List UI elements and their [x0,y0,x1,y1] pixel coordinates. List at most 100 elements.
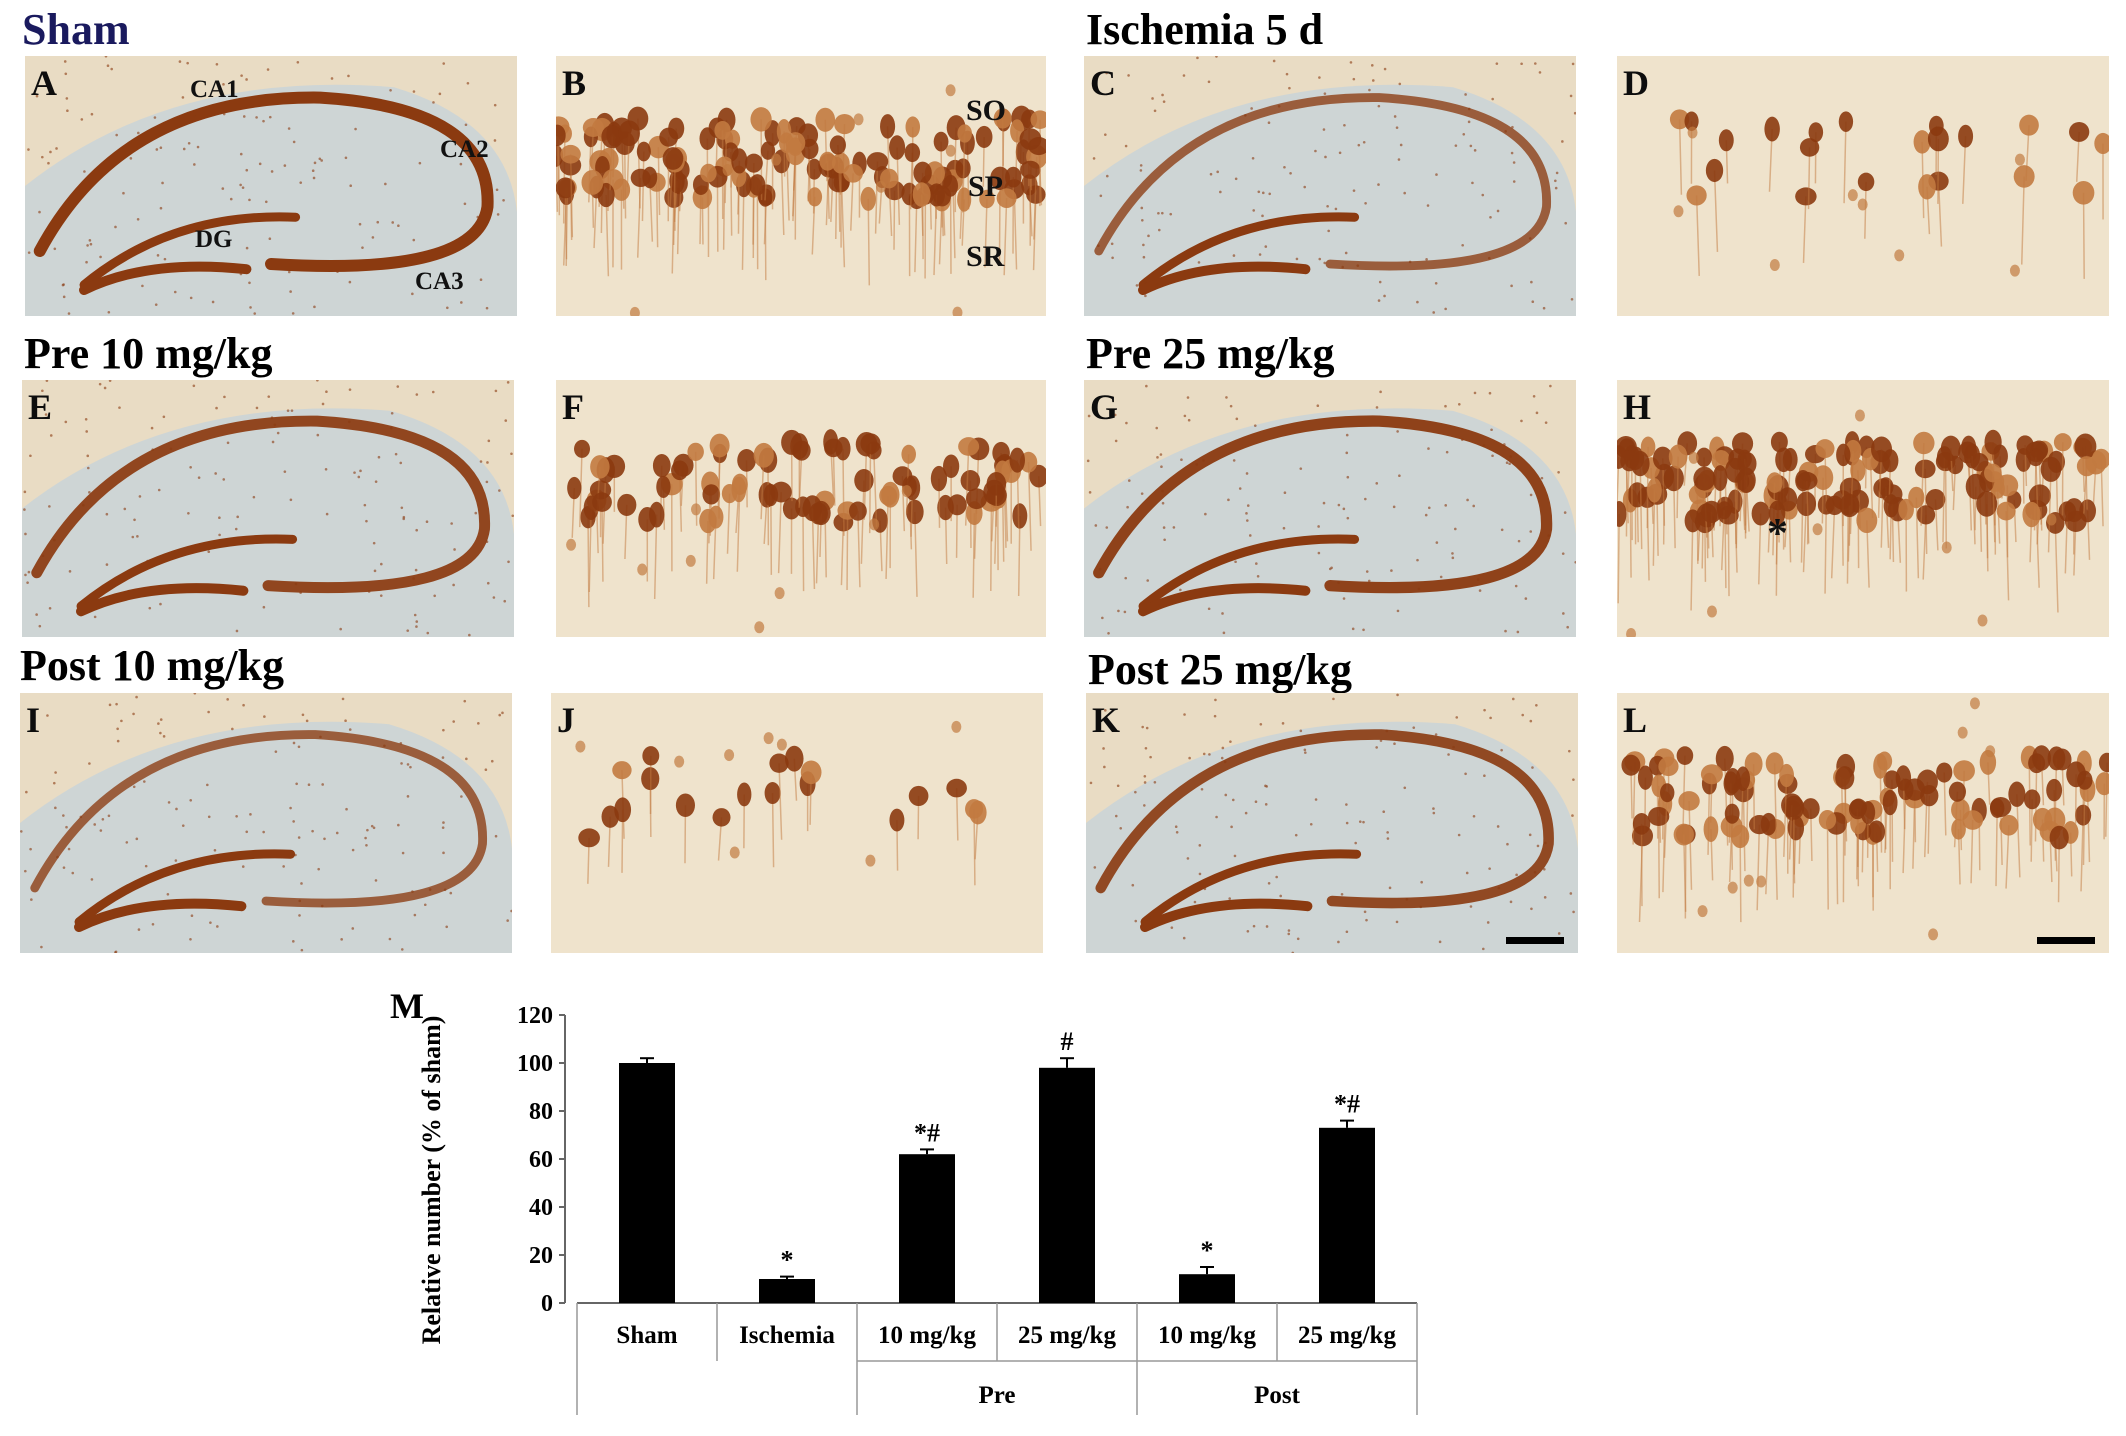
dendrite [1688,800,1693,890]
scattered-cell [1509,455,1513,458]
neuron-soma [2079,499,2096,523]
scattered-cell [1230,825,1233,829]
scattered-cell [287,270,291,274]
panel-letter: A [31,63,57,103]
scattered-cell [1299,729,1303,733]
neuron-soma [860,186,876,211]
significance-marker: # [1061,1027,1074,1056]
scattered-cell [136,217,140,221]
scattered-cell [159,718,163,721]
scattered-cell [98,382,102,386]
scattered-cell [1143,280,1147,284]
scattered-cell [118,406,121,409]
scattered-cell [1215,56,1218,58]
neuron-soma [1839,493,1860,518]
scattered-cell [216,925,219,928]
scattered-cell [1143,781,1147,784]
scattered-cell [49,150,52,154]
scattered-neuron [1854,409,1865,422]
dendrite [741,184,745,270]
dendrite [832,447,836,506]
y-tick-label: 0 [541,1291,553,1317]
scattered-cell [1258,253,1262,256]
scattered-cell [1491,454,1494,458]
neuron-soma [1668,444,1688,469]
scattered-cell [1426,204,1430,207]
scattered-cell [162,735,166,738]
dendrite [792,142,797,217]
neuron-soma [824,438,843,458]
dendrite [868,443,872,534]
scattered-cell [1143,774,1147,778]
label-ca3: CA3 [415,268,464,295]
scattered-cell [1105,526,1109,529]
scattered-cell [1229,404,1233,408]
scattered-cell [409,765,412,769]
scattered-cell [174,859,178,862]
dentate-gyrus-lower [76,583,249,617]
scattered-cell [1264,803,1268,806]
scattered-cell [294,582,298,586]
scattered-cell [110,67,113,71]
scattered-cell [48,505,51,508]
scattered-cell [289,290,292,293]
scattered-cell [1126,505,1129,509]
pyramidal-layer [1093,415,1553,594]
dentate-gyrus-upper [1138,212,1360,290]
scattered-cell [1282,526,1286,530]
neuron-soma [1703,816,1719,842]
scattered-neuron [629,306,640,316]
neuron-soma [1801,798,1820,820]
neuron-soma [1732,432,1754,456]
dendrite [1922,514,1927,580]
scattered-cell [1377,183,1380,186]
scattered-cell [394,452,398,456]
scattered-cell [23,490,27,494]
scattered-cell [453,548,456,551]
neuron-soma [2075,804,2092,826]
scattered-cell [399,741,403,745]
dendrite [860,480,865,564]
scattered-cell [1193,900,1197,904]
scattered-cell [466,81,470,85]
scattered-cell [1481,193,1485,197]
scattered-cell [1403,191,1406,195]
scattered-cell [486,581,490,585]
scattered-cell [1141,725,1145,729]
scattered-cell [1557,932,1561,935]
scattered-cell [213,848,217,852]
scattered-cell [1238,487,1242,490]
scattered-cell [93,823,97,826]
neuron-soma [943,454,960,479]
scattered-cell [465,757,468,761]
scattered-neuron [1928,928,1939,941]
scattered-cell [99,255,102,259]
scattered-cell [1103,765,1106,769]
neuron-soma [1799,138,1820,157]
scattered-cell [359,469,362,473]
scattered-cell [1570,297,1574,301]
scattered-cell [283,470,287,473]
scattered-cell [99,829,103,832]
scattered-cell [105,563,109,566]
white-matter [20,721,512,953]
neuron-soma [601,805,619,828]
scattered-cell [144,864,148,868]
panel-f-ca1-pre10: F [556,380,1046,637]
neuron-soma [2074,433,2097,460]
neuron-soma [709,433,730,458]
panel-c-hippocampus-ischemia: C [1084,56,1576,316]
scattered-cell [1555,171,1559,175]
scattered-cell [189,296,193,300]
neuron-soma [2053,433,2072,452]
neuron-soma [714,121,731,140]
scattered-cell [1515,873,1518,877]
neuron-soma [617,493,637,517]
scattered-cell [1252,924,1256,928]
neuron-soma [958,437,980,456]
neuron-soma [1996,474,2019,497]
neuron-soma [1965,473,1986,500]
scattered-cell [90,878,94,881]
title-post25: Post 25 mg/kg [1088,645,1352,694]
scattered-cell [53,538,56,542]
